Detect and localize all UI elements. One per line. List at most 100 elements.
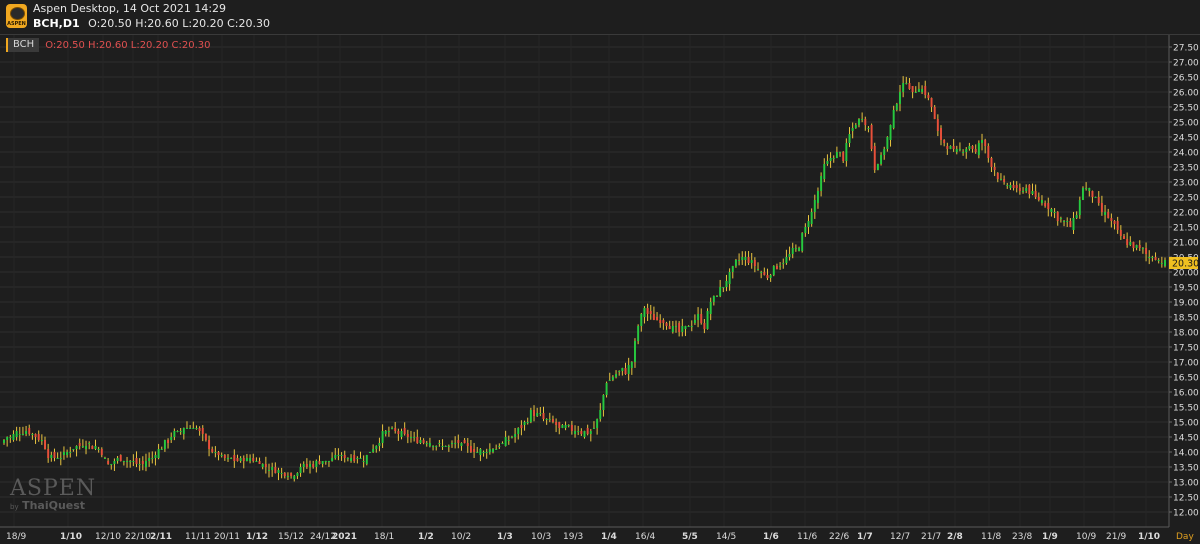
candle-body: [451, 443, 453, 444]
candle-body: [763, 272, 766, 275]
y-tick-label: 18.50: [1173, 314, 1199, 324]
candle-body: [854, 125, 857, 128]
candle-body: [293, 476, 296, 479]
candle-body: [179, 431, 182, 432]
candle-body: [517, 428, 520, 434]
candle-body: [21, 434, 24, 435]
time-axis[interactable]: 18/9 1/10 12/10 22/10 2/11 11/11 20/11 1/12 15/1…: [6, 532, 1160, 542]
candle-body: [936, 119, 939, 131]
candle-body: [788, 254, 791, 257]
y-tick-label: 26.50: [1173, 74, 1199, 84]
candle-body: [1066, 221, 1069, 222]
candle-body: [81, 446, 84, 447]
x-tick-label: 22/10: [125, 532, 151, 542]
x-tick-label: 11/8: [981, 532, 1001, 542]
candle-body: [700, 314, 703, 323]
x-tick-label: 11/6: [797, 532, 817, 542]
candle-body: [769, 275, 772, 278]
candle-body: [217, 452, 220, 455]
candle-body: [829, 158, 832, 161]
candle-body: [85, 446, 88, 449]
candle-body: [258, 461, 261, 464]
candle-body: [410, 437, 412, 438]
candle-body: [842, 152, 845, 161]
y-tick-label: 15.00: [1173, 419, 1199, 429]
candle-body: [757, 269, 759, 270]
candle-body: [195, 428, 198, 429]
candle-body: [905, 83, 908, 84]
last-price-tag: 20.30: [1169, 257, 1199, 270]
candle-body: [656, 317, 659, 320]
candle-body: [182, 428, 185, 434]
candle-body: [839, 152, 842, 153]
candle-body: [564, 425, 567, 428]
y-tick-label: 16.00: [1173, 389, 1199, 399]
candle-body: [255, 461, 258, 462]
y-tick-label: 27.00: [1173, 59, 1199, 69]
x-tick-label: 11/11: [185, 532, 211, 542]
chart-legend[interactable]: BCH O:20.50 H:20.60 L:20.20 C:20.30: [6, 38, 210, 52]
candle-body: [343, 455, 346, 458]
legend-symbol[interactable]: BCH: [6, 38, 40, 52]
x-tick-label: 2021: [332, 532, 357, 542]
candle-body: [331, 458, 334, 461]
candle-body: [1151, 257, 1154, 258]
y-tick-label: 19.00: [1173, 299, 1199, 309]
candle-body: [435, 446, 438, 447]
candle-body: [1116, 221, 1119, 230]
candle-body: [876, 164, 879, 170]
candle-body: [365, 455, 368, 464]
candle-body: [116, 458, 119, 461]
candle-body: [1031, 191, 1034, 194]
candle-body: [318, 461, 321, 464]
candle-body: [53, 452, 56, 458]
candle-body: [186, 428, 188, 429]
candle-body: [91, 446, 94, 449]
candle-body: [608, 380, 611, 381]
candle-body: [327, 461, 330, 462]
candle-body: [627, 365, 630, 374]
x-tick-label: 5/5: [682, 532, 698, 542]
candle-body: [394, 428, 397, 431]
candle-body: [596, 419, 599, 428]
candle-body: [886, 137, 889, 149]
candle-body: [971, 146, 974, 149]
candle-body: [476, 452, 479, 453]
candle-body: [649, 311, 652, 314]
candle-body: [883, 149, 886, 155]
candle-body: [690, 326, 693, 327]
y-tick-label: 21.50: [1173, 224, 1199, 234]
candle-body: [110, 464, 113, 465]
candle-body: [816, 191, 819, 203]
candle-body: [204, 434, 207, 440]
candle-body: [1085, 188, 1088, 189]
candle-body: [1034, 191, 1037, 197]
candle-body: [1126, 239, 1129, 245]
candle-body: [1012, 185, 1015, 188]
candle-body: [305, 464, 308, 467]
watermark-title: ASPEN: [10, 476, 97, 501]
x-tick-label: 12/10: [95, 532, 121, 542]
x-tick-label: 21/7: [921, 532, 941, 542]
candle-body: [687, 326, 690, 327]
candle-body: [542, 413, 545, 419]
candle-body: [712, 296, 715, 302]
candle-body: [662, 320, 665, 323]
candle-body: [416, 437, 419, 443]
candle-body: [192, 428, 195, 429]
candle-body: [119, 455, 122, 461]
candle-body: [652, 314, 655, 320]
candle-body: [728, 272, 731, 284]
candle-body: [801, 233, 804, 251]
candle-body: [1129, 242, 1132, 245]
candle-body: [933, 107, 936, 119]
candle-body: [706, 311, 709, 329]
candle-body: [413, 437, 416, 438]
candle-body: [1145, 248, 1148, 254]
y-tick-label: 12.50: [1173, 494, 1199, 504]
candle-body: [368, 452, 371, 453]
candle-body: [129, 461, 132, 462]
candle-body: [952, 146, 955, 149]
candle-body: [469, 446, 472, 452]
